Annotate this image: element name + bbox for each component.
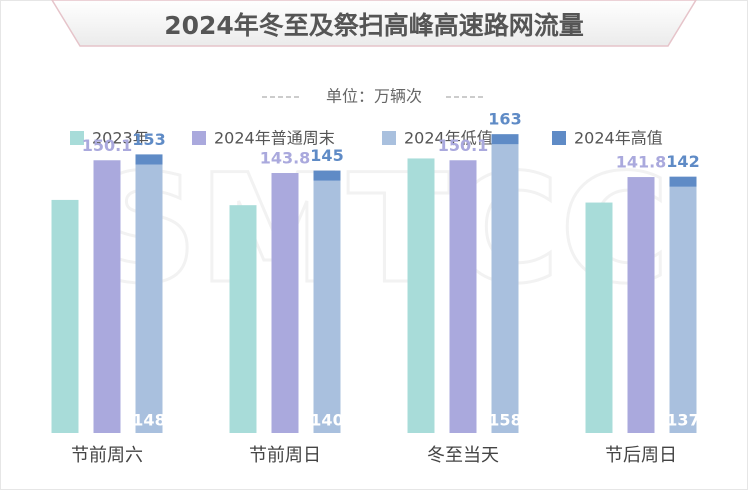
subtitle: 单位：万辆次 <box>326 87 422 106</box>
watermark: SMTCC <box>90 143 670 317</box>
bar <box>135 164 163 433</box>
value-label: 143.8 <box>260 149 311 168</box>
range-bar <box>313 170 341 181</box>
plot: 节前周六 150.1 148 153 节前周日 143.8 140 145 冬至当天 150.1 1… <box>51 110 700 466</box>
legend-label: 2024年普通周末 <box>214 129 335 148</box>
range-bar <box>669 176 697 187</box>
bar <box>51 199 79 433</box>
bar <box>449 160 477 433</box>
legend-swatch <box>70 131 84 145</box>
value-label: 150.1 <box>82 136 133 155</box>
bar <box>491 144 519 434</box>
value-label: 150.1 <box>438 136 489 155</box>
value-label: 137 <box>666 411 699 430</box>
legend-swatch <box>192 131 206 145</box>
range-bar <box>491 134 519 145</box>
value-label: 141.8 <box>616 153 667 172</box>
title-banner <box>51 0 697 47</box>
value-label: 153 <box>132 130 165 149</box>
x-tick-label: 节前周日 <box>249 445 321 466</box>
value-label: 142 <box>666 152 699 171</box>
value-label: 163 <box>488 110 521 129</box>
value-label: 145 <box>310 146 343 165</box>
value-label: 148 <box>132 411 165 430</box>
bar <box>669 186 697 433</box>
x-tick-label: 节后周日 <box>605 445 677 466</box>
legend-swatch <box>552 131 566 145</box>
bar <box>313 180 341 433</box>
legend: 2023年 2024年普通周末 2024年低值 2024年高值 <box>70 129 663 148</box>
value-label: 158 <box>488 411 521 430</box>
bar <box>271 173 299 433</box>
bar <box>627 177 655 433</box>
chart-title: 2024年冬至及祭扫高峰高速路网流量 <box>164 11 584 40</box>
legend-swatch <box>382 131 396 145</box>
legend-label: 2024年低值 <box>404 129 493 148</box>
bar <box>407 158 435 433</box>
x-tick-label: 冬至当天 <box>427 445 499 466</box>
bar <box>585 202 613 433</box>
x-tick-label: 节前周六 <box>71 445 143 466</box>
value-label: 140 <box>310 411 343 430</box>
range-bar <box>135 154 163 165</box>
bar <box>229 205 257 433</box>
legend-label: 2023年 <box>92 129 149 148</box>
bar <box>93 160 121 433</box>
legend-label: 2024年高值 <box>574 129 663 148</box>
